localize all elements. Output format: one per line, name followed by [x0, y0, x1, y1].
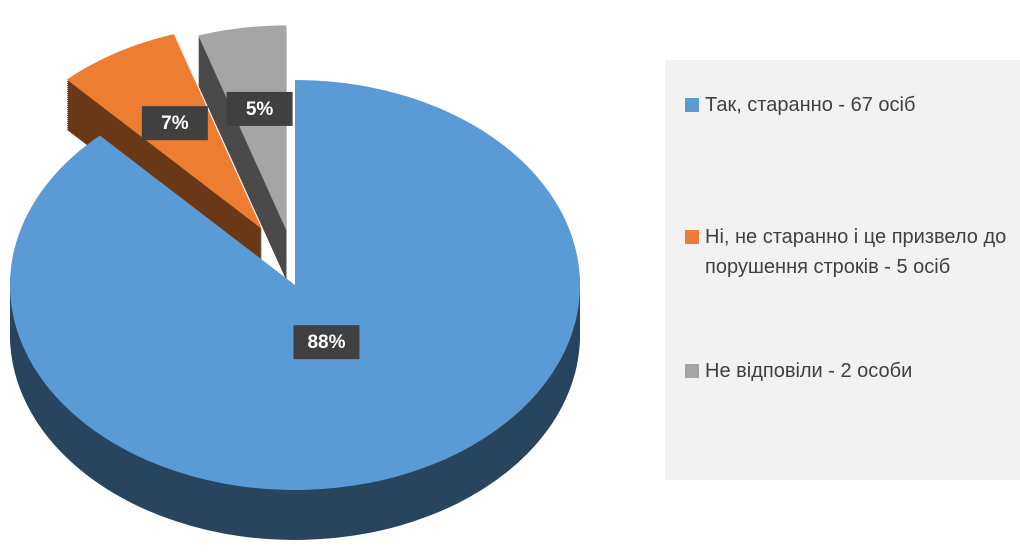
legend: Так, старанно - 67 осіб Ні, не старанно і…: [665, 60, 1020, 480]
data-label: 5%: [226, 91, 293, 126]
legend-label: Ні, не старанно і це призвело до порушен…: [705, 226, 1007, 278]
legend-swatch: [685, 364, 699, 378]
legend-swatch: [685, 230, 699, 244]
slice: [198, 25, 287, 281]
slice-top: [198, 25, 287, 231]
data-label: 88%: [293, 325, 360, 360]
data-label: 7%: [141, 106, 208, 141]
data-label-box: [293, 325, 360, 360]
data-label-box: [141, 106, 208, 141]
legend-label: Не відповіли - 2 особи: [705, 360, 913, 382]
pie-area: 88% 7% 5%: [9, 25, 580, 540]
slice: [9, 80, 580, 540]
data-label-box: [226, 91, 293, 126]
legend-swatch: [685, 98, 699, 112]
legend-label: Так, старанно - 67 осіб: [705, 94, 916, 116]
slice: [66, 34, 262, 280]
data-label-text: 88%: [307, 332, 345, 353]
legend-item: Не відповіли - 2 особи: [685, 356, 1015, 386]
data-label-text: 5%: [246, 99, 274, 120]
data-label-text: 7%: [161, 113, 189, 134]
slice-top: [9, 80, 580, 490]
legend-item: Так, старанно - 67 осіб: [685, 90, 1015, 120]
legend-item: Ні, не старанно і це призвело до порушен…: [685, 222, 1015, 282]
